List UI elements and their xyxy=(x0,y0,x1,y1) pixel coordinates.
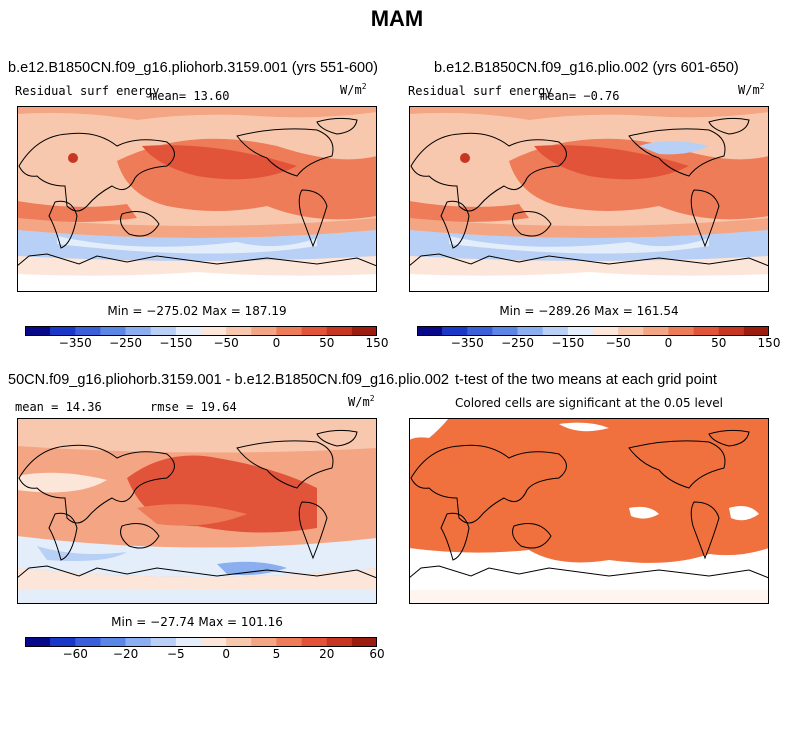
panel-1-map xyxy=(17,106,377,292)
colorbar-swatch xyxy=(467,326,493,336)
colorbar-tick-label: −5 xyxy=(166,647,185,661)
colorbar-tick-label: 5 xyxy=(272,647,281,661)
panel-3-minmax: Min = −27.74 Max = 101.16 xyxy=(111,615,283,629)
colorbar-tick-label: 50 xyxy=(319,336,335,350)
panel-2-units: W/m2 xyxy=(738,82,765,97)
colorbar-swatch xyxy=(125,637,152,647)
panel-2-variable-label: Residual surf energy xyxy=(408,84,553,98)
colorbar-swatch xyxy=(75,326,101,336)
colorbar-swatch xyxy=(100,326,126,336)
panel-3-units: W/m2 xyxy=(348,394,375,409)
colorbar-swatch xyxy=(276,637,302,647)
panel-2-colorbar-ticks: −350 −250 −150 −50 0 50 150 xyxy=(417,336,781,352)
colorbar-swatch xyxy=(351,637,377,647)
colorbar-swatch xyxy=(226,637,252,647)
colorbar-swatch xyxy=(50,326,76,336)
panel-1-variable-label: Residual surf energy xyxy=(15,84,160,98)
colorbar-tick-label: −50 xyxy=(605,336,631,350)
panel-1-minmax: Min = −275.02 Max = 187.19 xyxy=(107,304,287,318)
panel-2-mean: mean= −0.76 xyxy=(540,89,620,103)
panel-1-colorbar-ticks: −350 −250 −150 −50 0 50 150 xyxy=(25,336,389,352)
colorbar-tick-label: 0 xyxy=(664,336,673,350)
colorbar-border xyxy=(25,326,377,336)
colorbar-tick-label: −20 xyxy=(112,647,139,661)
colorbar-tick-label: 20 xyxy=(319,647,335,661)
colorbar-tick-label: −250 xyxy=(109,336,143,350)
colorbar-tick-label: 0 xyxy=(222,647,230,661)
colorbar-border xyxy=(25,637,377,647)
colorbar-swatch xyxy=(567,326,594,336)
colorbar-tick-label: −50 xyxy=(213,336,239,350)
colorbar-tick-label: −150 xyxy=(551,336,585,350)
colorbar-swatch xyxy=(125,326,152,336)
colorbar-tick-label: −350 xyxy=(450,336,484,350)
colorbar-swatch xyxy=(301,637,328,647)
colorbar-swatch xyxy=(25,326,51,336)
colorbar-swatch xyxy=(492,326,518,336)
colorbar-swatch xyxy=(50,637,76,647)
colorbar-swatch xyxy=(175,637,202,647)
colorbar-border xyxy=(417,326,769,336)
colorbar-swatch xyxy=(75,637,101,647)
panel-1-colorbar xyxy=(25,326,377,336)
colorbar-swatch xyxy=(693,326,720,336)
colorbar-tick-label: 150 xyxy=(365,336,389,350)
colorbar-tick-label: −350 xyxy=(58,336,92,350)
panel-3-rmse: rmse = 19.64 xyxy=(150,400,237,414)
figure-title: MAM xyxy=(370,6,424,31)
colorbar-swatch xyxy=(276,326,302,336)
colorbar-swatch xyxy=(743,326,769,336)
colorbar-swatch xyxy=(718,326,745,336)
colorbar-swatch xyxy=(351,326,377,336)
colorbar-swatch xyxy=(326,637,353,647)
panel-2-colorbar xyxy=(417,326,769,336)
colorbar-swatch xyxy=(150,326,177,336)
colorbar-swatch xyxy=(326,326,353,336)
panel-1-mean: mean= 13.60 xyxy=(150,89,230,103)
colorbar-swatch xyxy=(618,326,644,336)
colorbar-tick-label: −60 xyxy=(62,647,88,661)
colorbar-swatch xyxy=(417,326,443,336)
colorbar-tick-label: −150 xyxy=(159,336,193,350)
panel-4-title: t-test of the two means at each grid poi… xyxy=(455,372,717,388)
colorbar-swatch xyxy=(251,637,277,647)
colorbar-swatch xyxy=(150,637,177,647)
colorbar-swatch xyxy=(226,326,252,336)
colorbar-tick-label: 50 xyxy=(711,336,727,350)
panel-2-map xyxy=(409,106,769,292)
panel-3-map xyxy=(17,418,377,604)
colorbar-swatch xyxy=(301,326,328,336)
colorbar-swatch xyxy=(542,326,569,336)
colorbar-tick-label: 150 xyxy=(757,336,781,350)
colorbar-swatch xyxy=(201,326,227,336)
panel-3-mean: mean = 14.36 xyxy=(15,400,102,414)
colorbar-swatch xyxy=(643,326,669,336)
colorbar-swatch xyxy=(100,637,126,647)
panel-1-title: b.e12.B1850CN.f09_g16.pliohorb.3159.001 … xyxy=(8,60,379,76)
colorbar-swatch xyxy=(25,637,51,647)
colorbar-swatch xyxy=(442,326,468,336)
panel-4-map xyxy=(409,418,769,604)
panel-3-colorbar xyxy=(25,637,377,647)
colorbar-swatch xyxy=(175,326,202,336)
colorbar-swatch xyxy=(668,326,694,336)
colorbar-swatch xyxy=(517,326,544,336)
panel-1-units: W/m2 xyxy=(340,82,367,97)
panel-3-colorbar-ticks: −60 −20 −5 0 5 20 60 xyxy=(25,647,385,663)
colorbar-tick-label: −250 xyxy=(501,336,535,350)
colorbar-swatch xyxy=(593,326,619,336)
panel-3-title: 50CN.f09_g16.pliohorb.3159.001 - b.e12.B… xyxy=(8,372,449,388)
panel-2-title: b.e12.B1850CN.f09_g16.plio.002 (yrs 601-… xyxy=(434,60,739,76)
colorbar-swatch xyxy=(201,637,227,647)
colorbar-tick-label: 0 xyxy=(272,336,281,350)
panel-4-subtitle: Colored cells are significant at the 0.0… xyxy=(454,396,724,410)
panel-2-minmax: Min = −289.26 Max = 161.54 xyxy=(499,304,679,318)
colorbar-tick-label: 60 xyxy=(369,647,385,661)
colorbar-swatch xyxy=(251,326,277,336)
